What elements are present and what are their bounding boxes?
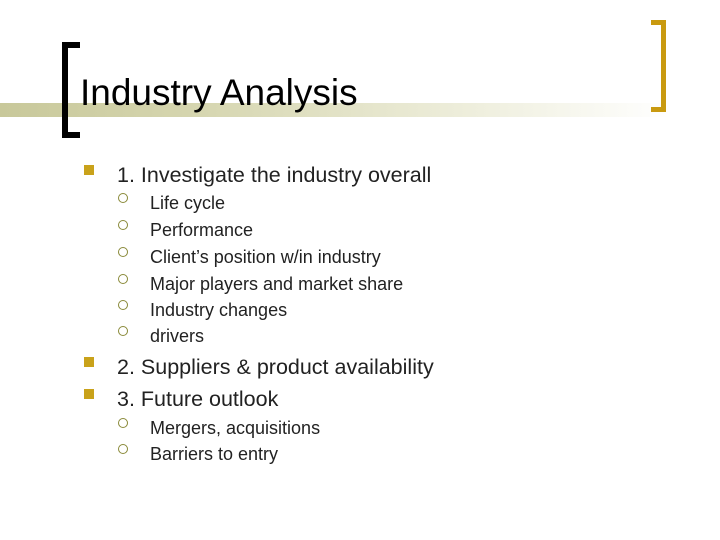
right-bracket-decoration [651,20,666,112]
square-bullet-icon [84,165,94,176]
circle-bullet-icon [118,220,128,230]
sub-bullet-text: Client’s position w/in industry [150,247,381,267]
circle-bullet-icon [118,444,128,454]
title-band [0,103,670,117]
bullet-1: 1. Investigate the industry overall [84,163,431,188]
sub-bullet: Client’s position w/in industry [118,247,381,268]
circle-bullet-icon [118,247,128,257]
circle-bullet-icon [118,274,128,284]
sub-bullet-text: Mergers, acquisitions [150,418,321,438]
sub-bullet-text: Life cycle [150,193,226,213]
sub-bullet: Life cycle [118,193,225,214]
bullet-3: 3. Future outlook [84,387,278,412]
square-bullet-icon [84,357,94,368]
circle-bullet-icon [118,326,128,336]
sub-bullet-text: Barriers to entry [150,444,279,464]
bullet-text: 2. Suppliers & product availability [117,355,434,379]
sub-bullet-text: Industry changes [150,300,288,320]
sub-bullet: Barriers to entry [118,444,278,465]
square-bullet-icon [84,389,94,400]
sub-bullet-text: Major players and market share [150,274,404,294]
sub-bullet: Major players and market share [118,274,403,295]
circle-bullet-icon [118,418,128,428]
bullet-text: 3. Future outlook [117,387,279,411]
circle-bullet-icon [118,193,128,203]
bullet-2: 2. Suppliers & product availability [84,355,434,380]
sub-bullet-text: drivers [150,326,205,346]
sub-bullet: Mergers, acquisitions [118,418,320,439]
slide-title: Industry Analysis [80,72,358,113]
sub-bullet-text: Performance [150,220,254,240]
left-bracket-decoration [62,42,80,138]
sub-bullet: Performance [118,220,253,241]
circle-bullet-icon [118,300,128,310]
bullet-text: 1. Investigate the industry overall [117,163,432,187]
sub-bullet: drivers [118,326,204,347]
sub-bullet: Industry changes [118,300,287,321]
